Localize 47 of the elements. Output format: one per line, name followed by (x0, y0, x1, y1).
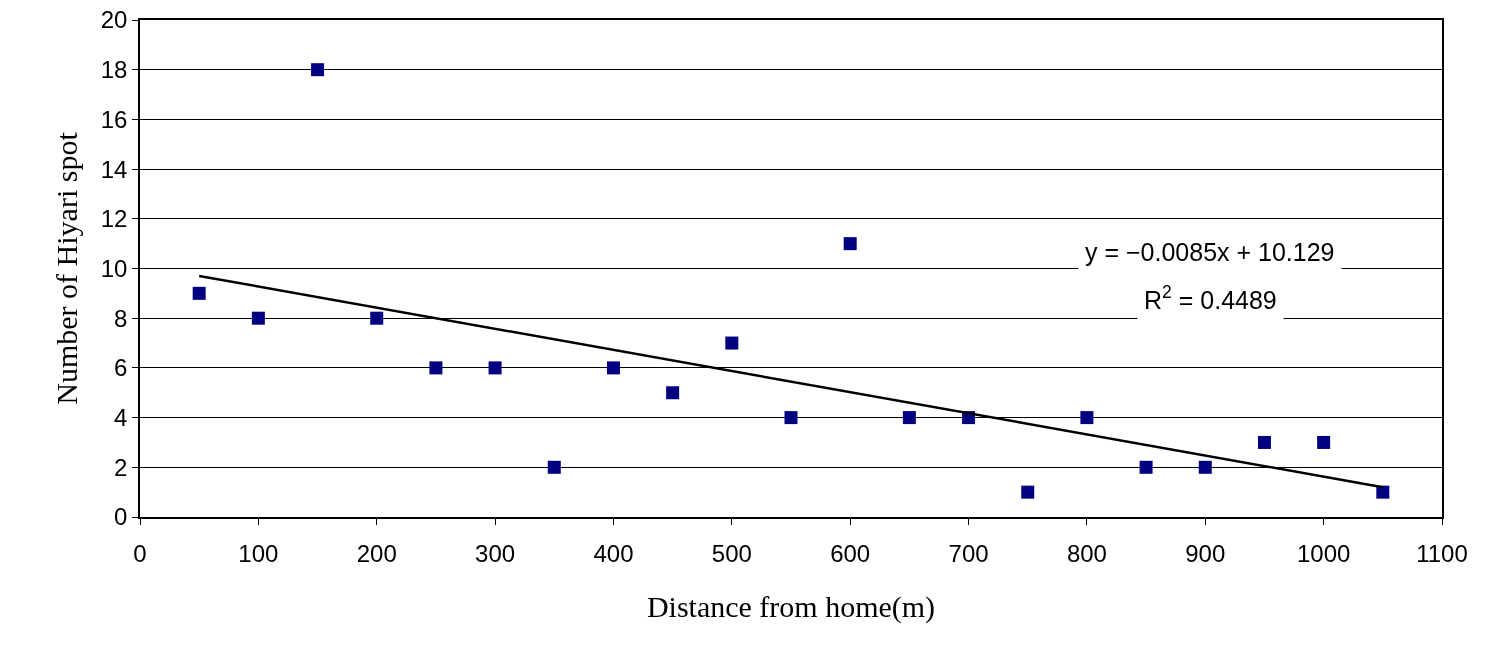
x-tick-label: 600 (830, 539, 871, 567)
annotation: R$^{2}$ = 0.4489 (1144, 282, 1277, 314)
point (1257, 435, 1271, 449)
x-tick-label: 800 (1066, 539, 1107, 567)
point (843, 237, 857, 251)
x-tick-label: 500 (711, 539, 752, 567)
point (666, 386, 680, 400)
point (370, 311, 384, 325)
y-tick-label: 12 (100, 205, 128, 233)
y-tick-label: 10 (100, 254, 128, 282)
x-tick-label: 400 (593, 539, 634, 567)
x-tick-label: 100 (238, 539, 279, 567)
y-tick-label: 14 (100, 155, 128, 183)
point (429, 361, 443, 375)
point (784, 411, 798, 425)
point (1080, 411, 1094, 425)
x-tick-label: 900 (1185, 539, 1226, 567)
point (1376, 485, 1390, 499)
x-tick-label: 700 (948, 539, 989, 567)
point (311, 63, 325, 77)
y-tick-label: 18 (100, 56, 128, 84)
y-tick-label: 2 (114, 453, 128, 481)
point (1139, 460, 1153, 474)
y-tick-label: 4 (114, 404, 128, 431)
point (606, 361, 620, 375)
annotation: y = −0.0085x + 10.129 (1085, 238, 1335, 266)
y-tick-label: 16 (100, 105, 128, 133)
y-tick-label: 0 (114, 503, 128, 531)
point (488, 361, 502, 375)
x-tick-label: 200 (356, 539, 397, 567)
x-tick-label: 300 (475, 539, 516, 567)
point (547, 460, 561, 474)
point (1198, 460, 1212, 474)
point (725, 336, 739, 350)
y-tick-label: 8 (114, 304, 128, 332)
y-tick-label: 6 (114, 354, 128, 382)
point (192, 286, 206, 300)
point (251, 311, 265, 325)
x-axis-title: Distance from home(m) (646, 589, 936, 624)
x-tick-label: 1100 (1416, 539, 1468, 567)
x-tick-label: 0 (133, 539, 147, 567)
x-tick-label: 1000 (1296, 539, 1351, 567)
point (902, 411, 916, 425)
point (1317, 435, 1331, 449)
y-tick-label: 20 (100, 6, 128, 34)
y-axis-title: Number of Hiyari spot (50, 131, 84, 405)
point (1021, 485, 1035, 499)
